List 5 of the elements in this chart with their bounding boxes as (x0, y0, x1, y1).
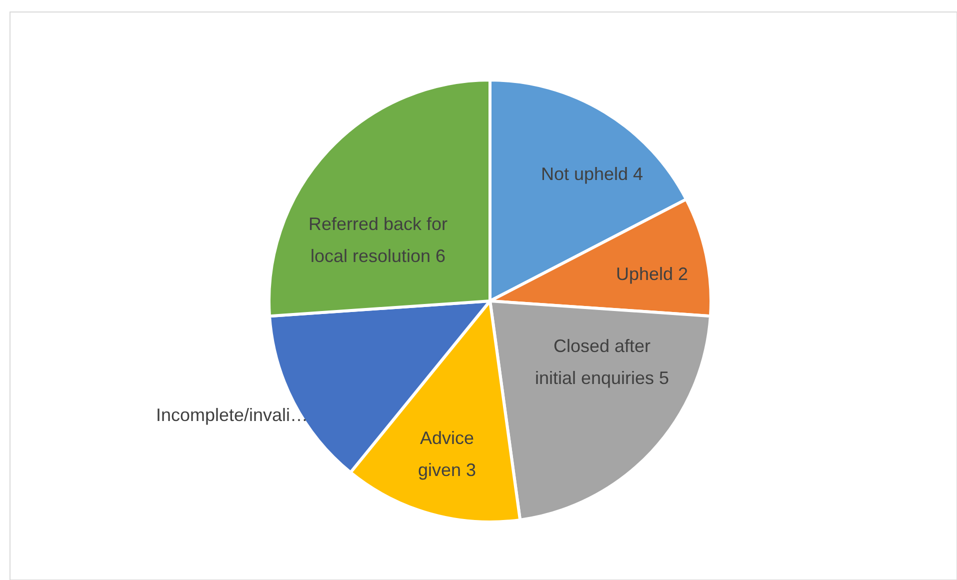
slice-label: Not upheld 4 (540, 164, 644, 184)
slice-label: Referred back for local resolution 6 (308, 214, 448, 266)
slice-label: Upheld 2 (616, 264, 688, 284)
slice-label: Closed after initial enquiries 5 (534, 336, 670, 388)
slice-label: Advice given 3 (418, 428, 476, 480)
